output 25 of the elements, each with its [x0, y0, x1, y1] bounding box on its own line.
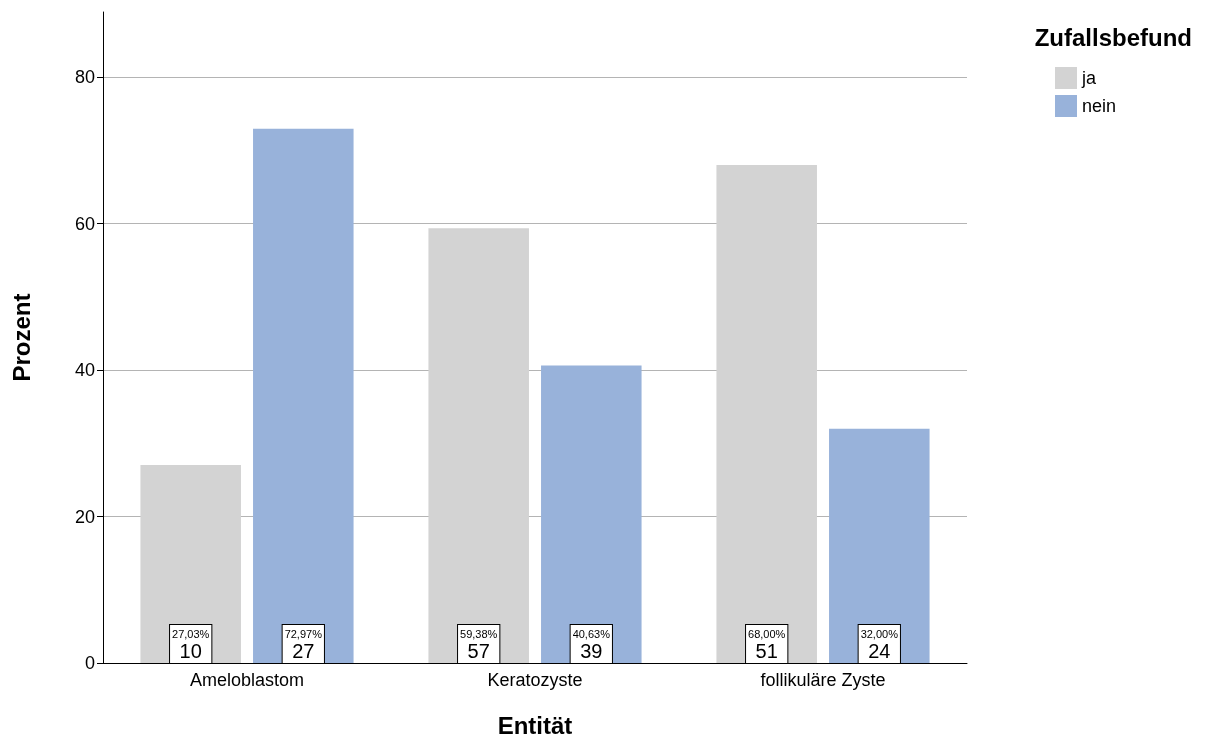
x-axis-title: Entität	[497, 711, 573, 739]
x-tick-label: follikuläre Zyste	[760, 670, 886, 690]
bar	[716, 165, 817, 663]
x-tick-label: Ameloblastom	[189, 670, 305, 690]
data-label: 72,97% 27	[284, 628, 323, 662]
legend-label: ja	[1081, 68, 1097, 88]
bar	[829, 428, 930, 663]
x-tick-label: Keratozyste	[487, 670, 583, 690]
data-label: 27,03% 10	[172, 628, 210, 662]
bar	[541, 365, 642, 663]
data-label: 32,00% 24	[860, 628, 899, 662]
data-label: 40,63% 39	[572, 628, 611, 662]
legend-title: Zufallsbefund	[1034, 23, 1192, 51]
y-tick-label: 0	[84, 653, 95, 673]
y-tick-label: 20	[74, 506, 95, 527]
y-tick-label: 80	[74, 67, 95, 88]
bar	[428, 228, 529, 663]
data-label: 59,38% 57	[460, 628, 498, 662]
data-label: 68,00% 51	[748, 628, 786, 662]
y-tick-label: 40	[74, 360, 95, 381]
y-tick-label: 60	[74, 213, 95, 234]
legend-label: nein	[1082, 96, 1117, 116]
y-axis-title: Prozent	[7, 293, 35, 382]
bar	[253, 128, 354, 663]
bar	[140, 465, 241, 663]
